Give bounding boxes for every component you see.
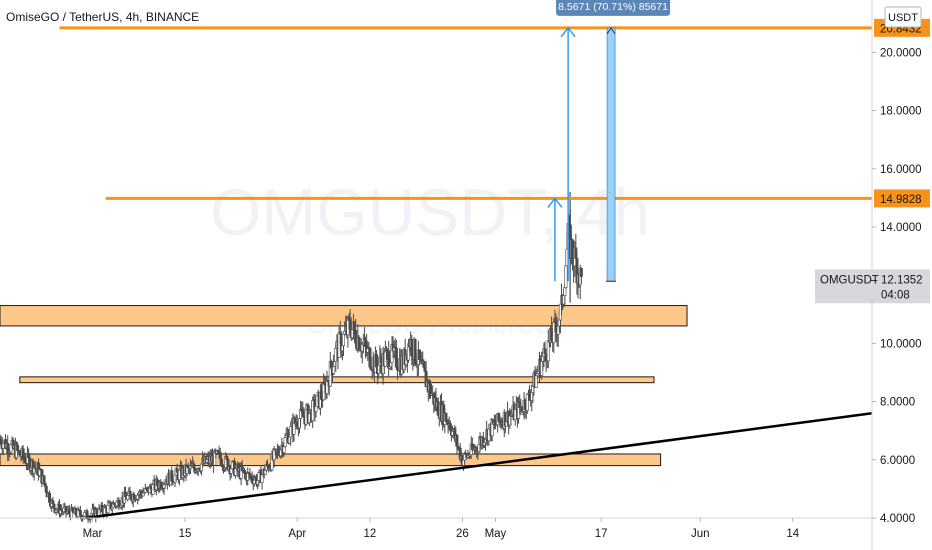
time-tick-label: May bbox=[485, 528, 507, 540]
price-tick-label: 8.0000 bbox=[880, 397, 915, 409]
support-zone bbox=[0, 453, 662, 467]
candle-body bbox=[51, 500, 55, 505]
candle-body bbox=[564, 265, 568, 288]
time-tick-label: 26 bbox=[456, 528, 469, 540]
measure-label: 8.5671 (70.71%) 85671 bbox=[558, 1, 668, 13]
drawings[interactable]: 8.5671 (70.71%) 85671 bbox=[59, 0, 873, 520]
currency-badge bbox=[884, 6, 922, 28]
watermark-symbol: OMGUSDT, 4h bbox=[210, 175, 650, 249]
last-price-separator: – bbox=[871, 274, 878, 286]
candle-body bbox=[42, 475, 46, 484]
time-tick-label: 14 bbox=[786, 528, 799, 540]
candle-body bbox=[579, 268, 583, 277]
time-tick-label: Jun bbox=[691, 528, 710, 540]
measure-label-box bbox=[556, 0, 671, 16]
price-tick-label: 6.0000 bbox=[880, 455, 915, 467]
last-price-value: 12.1352 bbox=[881, 274, 923, 286]
last-price-tag bbox=[815, 269, 930, 304]
candle-body bbox=[332, 366, 336, 374]
measure-bar[interactable] bbox=[606, 27, 616, 282]
level-price-label: 14.9828 bbox=[880, 194, 922, 206]
support-zone bbox=[0, 305, 688, 327]
candle-body bbox=[106, 504, 110, 513]
price-tick-label: 16.0000 bbox=[880, 164, 922, 176]
price-tick-label: 4.0000 bbox=[880, 513, 915, 525]
currency-label: USDT bbox=[888, 12, 918, 24]
candle-body bbox=[413, 338, 417, 363]
candle-body bbox=[52, 503, 56, 509]
candle-body bbox=[422, 361, 426, 368]
time-tick-label: Apr bbox=[288, 528, 306, 540]
candle-body bbox=[342, 333, 346, 347]
target-arrow-head bbox=[547, 197, 563, 208]
time-tick-label: 12 bbox=[364, 528, 377, 540]
price-tick-label: 20.0000 bbox=[880, 47, 922, 59]
time-axis[interactable]: Mar 15 Apr 12 26 May 17 Jun 14 bbox=[0, 517, 872, 540]
time-tick-label: 15 bbox=[179, 528, 192, 540]
target-arrow-head bbox=[560, 26, 576, 38]
price-tick-label: 10.0000 bbox=[880, 338, 922, 350]
candle-body bbox=[314, 405, 318, 412]
trendline[interactable] bbox=[85, 411, 873, 520]
support-zone bbox=[19, 376, 655, 384]
time-tick-label: 17 bbox=[595, 528, 608, 540]
price-tick-label: 14.0000 bbox=[880, 222, 922, 234]
measure-head bbox=[606, 26, 616, 35]
last-price-countdown: 04:08 bbox=[881, 289, 910, 301]
level-price-tag bbox=[874, 189, 930, 208]
last-price-symbol: OMGUSDT bbox=[820, 274, 879, 286]
time-tick-label: Mar bbox=[83, 528, 103, 540]
candle-body bbox=[283, 437, 287, 447]
chart-title: OmiseGO / TetherUS, 4h, BINANCE bbox=[6, 10, 200, 24]
candles bbox=[0, 192, 583, 524]
price-tick-label: 18.0000 bbox=[880, 106, 922, 118]
support-zones bbox=[0, 305, 688, 467]
